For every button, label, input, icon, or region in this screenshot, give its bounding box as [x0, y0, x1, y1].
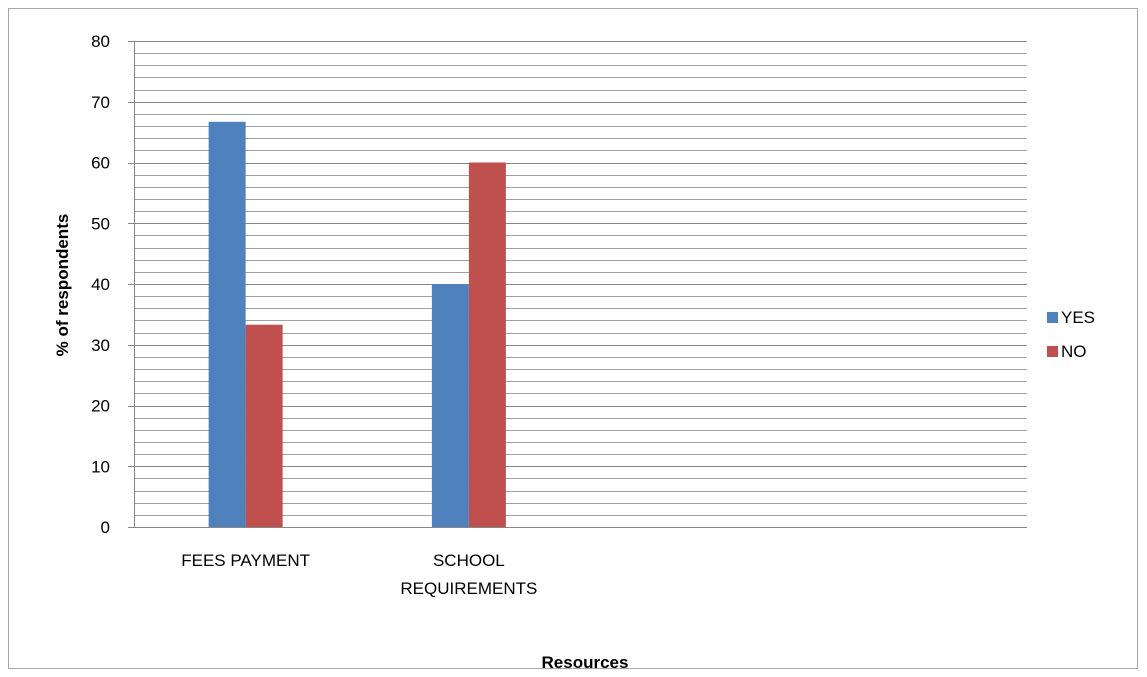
- legend-label-yes: YES: [1061, 308, 1095, 327]
- x-tick-label: SCHOOL: [433, 551, 505, 570]
- y-tick-label: 50: [91, 214, 110, 233]
- x-axis-title: Resources: [542, 653, 629, 672]
- legend-swatch-no: [1047, 346, 1058, 357]
- y-axis-title: % of respondents: [53, 214, 72, 357]
- y-tick-label: 30: [91, 336, 110, 355]
- legend-swatch-yes: [1047, 312, 1058, 323]
- y-tick-label: 70: [91, 93, 110, 112]
- bar-yes-1: [208, 121, 246, 528]
- y-tick-label: 20: [91, 397, 110, 416]
- y-tick-label: 40: [91, 275, 110, 294]
- y-tick-label: 80: [91, 32, 110, 51]
- x-tick-label: REQUIREMENTS: [400, 579, 537, 598]
- bars: [208, 121, 506, 528]
- bar-yes-2: [431, 284, 469, 527]
- chart-frame: [8, 8, 1138, 669]
- bar-no-1: [245, 324, 283, 527]
- legend-label-no: NO: [1061, 342, 1087, 361]
- legend: YES NO: [1047, 308, 1095, 361]
- y-tick-label: 10: [91, 457, 110, 476]
- y-tick-label: 60: [91, 154, 110, 173]
- x-tick-label: FEES PAYMENT: [181, 551, 310, 570]
- bar-no-2: [468, 162, 506, 527]
- y-tick-label: 0: [101, 518, 110, 537]
- axes: 0 10 20 30 40 50 60 70 80 FEES PAYMENT SCHOOL REQUI…: [91, 32, 1027, 598]
